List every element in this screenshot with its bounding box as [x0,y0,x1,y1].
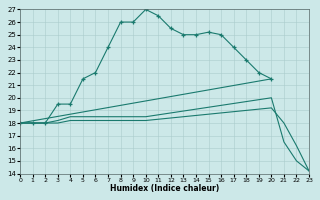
X-axis label: Humidex (Indice chaleur): Humidex (Indice chaleur) [110,184,219,193]
